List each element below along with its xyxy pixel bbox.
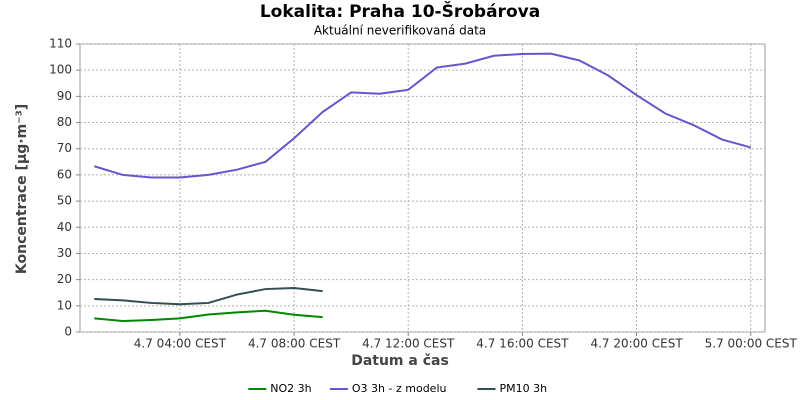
y-tick-label: 100 [49, 63, 72, 77]
x-tick-label: 4.7 12:00 CEST [362, 337, 455, 351]
chart-title: Lokalita: Praha 10-Šrobárova [260, 0, 540, 22]
chart-subtitle: Aktuální neverifikovaná data [314, 24, 486, 38]
x-tick-label: 4.7 16:00 CEST [476, 337, 569, 351]
x-tick-label: 4.7 20:00 CEST [590, 337, 683, 351]
x-tick-label: 5.7 00:00 CEST [705, 337, 798, 351]
y-tick-label: 10 [57, 298, 72, 312]
y-tick-label: 90 [57, 89, 72, 103]
plot-area [79, 43, 766, 333]
y-tick-label: 70 [57, 141, 72, 155]
series-line [94, 287, 323, 306]
x-tick-label: 4.7 08:00 CEST [248, 337, 341, 351]
y-tick-label: 80 [57, 115, 72, 129]
x-tick-label: 4.7 04:00 CEST [134, 337, 227, 351]
y-tick-label: 20 [57, 272, 72, 286]
series-line [94, 309, 323, 323]
legend-label: PM10 3h [500, 382, 548, 395]
y-tick-label: 50 [57, 194, 72, 208]
y-tick-label: 30 [57, 246, 72, 260]
y-tick-label: 60 [57, 167, 72, 181]
x-axis-label: Datum a čas [351, 353, 449, 369]
legend-label: NO2 3h [270, 382, 311, 395]
y-tick-label: 0 [64, 325, 72, 339]
series-line [93, 52, 751, 179]
y-tick-label: 110 [49, 37, 72, 51]
y-axis-label: Koncentrace [µg·m⁻³] [14, 104, 30, 274]
legend-label: O3 3h - z modelu [352, 382, 447, 395]
y-tick-label: 40 [57, 220, 72, 234]
